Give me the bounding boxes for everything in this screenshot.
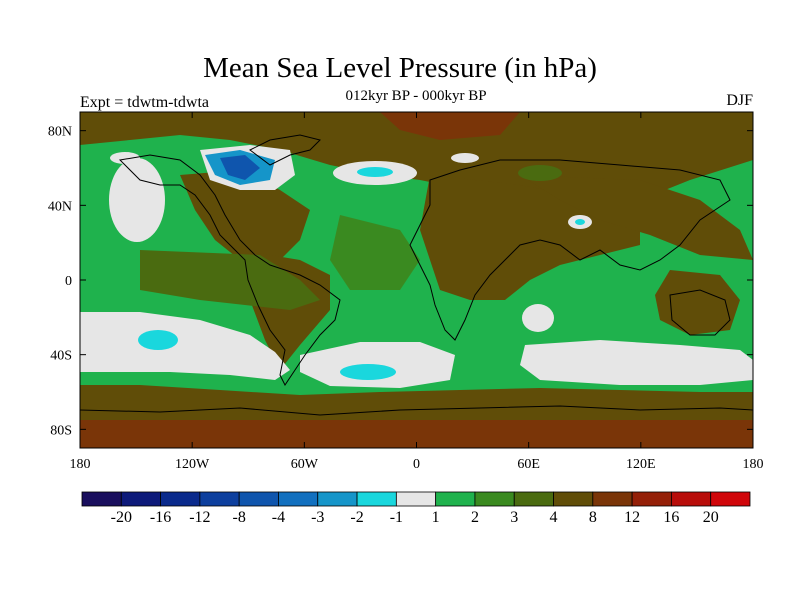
field-north-pacific-white xyxy=(109,158,165,242)
colorbar-label: -8 xyxy=(233,509,246,526)
colorbar-swatch xyxy=(710,491,751,507)
colorbar-label: 2 xyxy=(471,509,479,526)
lat-tick-label: 40N xyxy=(48,199,72,214)
australia-coast xyxy=(669,289,731,336)
colorbar-swatch xyxy=(513,491,554,507)
field-australia xyxy=(655,270,740,335)
field-antarctic-max xyxy=(80,420,753,448)
colorbar-label: 4 xyxy=(550,509,558,526)
field-north-america xyxy=(180,170,310,260)
lon-tick-label: 180 xyxy=(743,457,764,472)
colorbar-label: 1 xyxy=(432,509,440,526)
pressure-field xyxy=(80,112,753,448)
lon-tick-label: 120E xyxy=(626,457,656,472)
eurasia-africa-coast xyxy=(409,159,731,341)
colorbar-label: -20 xyxy=(111,509,132,526)
colorbar-label: -1 xyxy=(390,509,403,526)
map-title: Mean Sea Level Pressure (in hPa) xyxy=(203,52,597,84)
colorbar-swatch xyxy=(553,491,594,507)
colorbar-swatch xyxy=(81,491,122,507)
lat-tick-label: 80N xyxy=(48,125,72,140)
lat-tick-label: 80S xyxy=(50,423,72,438)
field-pacific-low xyxy=(140,250,320,310)
season-label: DJF xyxy=(726,92,753,109)
colorbar: -20 -16 -12 -8 -4 -3 -2 -1 1 2 3 4 8 12 16 20 xyxy=(81,491,751,526)
colorbar-swatch xyxy=(631,491,672,507)
colorbar-swatch xyxy=(238,491,279,507)
colorbar-label: 16 xyxy=(663,509,679,526)
experiment-label: Expt = tdwtm-tdwta xyxy=(80,94,210,111)
colorbar-swatch xyxy=(592,491,633,507)
coastlines xyxy=(80,134,753,416)
map-subtitle: 012kyr BP - 000kyr BP xyxy=(345,88,487,104)
field-indian-white xyxy=(522,304,554,332)
colorbar-label: 12 xyxy=(624,509,640,526)
field-atlantic xyxy=(330,215,420,290)
colorbar-swatch xyxy=(435,491,476,507)
lon-tick-label: 60W xyxy=(291,457,319,472)
field-scandinavia-white xyxy=(451,153,479,163)
colorbar-swatch xyxy=(120,491,161,507)
greenland-coast xyxy=(249,134,321,166)
latitude-ticks: 80N 40N 0 40S 80S xyxy=(48,125,753,438)
field-atlantic-cyan xyxy=(340,364,396,380)
colorbar-swatch xyxy=(356,491,397,507)
lat-tick-label: 40S xyxy=(50,349,72,364)
americas-coast xyxy=(118,154,341,386)
colorbar-swatch xyxy=(160,491,201,507)
colorbar-swatch xyxy=(199,491,240,507)
colorbar-swatch xyxy=(671,491,712,507)
field-canada-core xyxy=(220,155,260,180)
colorbar-label: 3 xyxy=(510,509,518,526)
field-alaska-white xyxy=(110,152,140,164)
field-tibet-cyan xyxy=(575,219,585,225)
colorbar-swatch xyxy=(474,491,515,507)
colorbar-swatch xyxy=(278,491,319,507)
field-north-atlantic-cyan xyxy=(357,167,393,177)
colorbar-label: 20 xyxy=(703,509,719,526)
lon-tick-label: 120W xyxy=(175,457,210,472)
field-north-max xyxy=(380,112,520,140)
field-south-indian-band xyxy=(520,340,753,385)
field-south-pacific-band xyxy=(80,312,290,380)
colorbar-swatch xyxy=(395,491,437,507)
colorbar-label: -12 xyxy=(189,509,210,526)
colorbar-label: -4 xyxy=(272,509,285,526)
longitude-ticks: 180 120W 60W 0 60E 120E 180 xyxy=(70,112,764,472)
colorbar-label: -3 xyxy=(311,509,324,526)
colorbar-label: -16 xyxy=(150,509,171,526)
colorbar-label: -2 xyxy=(350,509,363,526)
field-pacific-cyan xyxy=(138,330,178,350)
lon-tick-label: 180 xyxy=(70,457,91,472)
lat-tick-label: 0 xyxy=(65,274,72,289)
lon-tick-label: 0 xyxy=(413,457,420,472)
field-siberia xyxy=(518,165,562,181)
lon-tick-label: 60E xyxy=(517,457,540,472)
colorbar-swatch xyxy=(317,491,358,507)
colorbar-label: 8 xyxy=(589,509,597,526)
antarctica-coast xyxy=(80,405,753,416)
field-asia xyxy=(520,175,753,260)
